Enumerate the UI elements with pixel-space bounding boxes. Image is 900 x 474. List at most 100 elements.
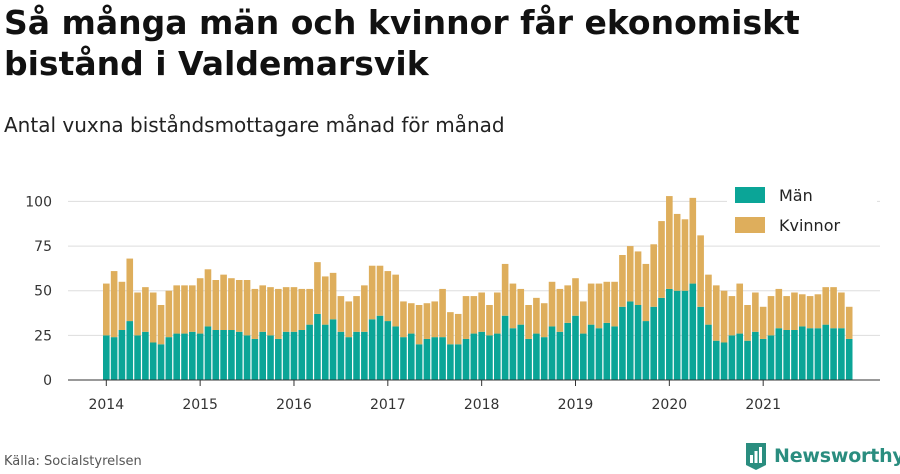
bars bbox=[103, 196, 853, 380]
bar-men bbox=[759, 338, 767, 380]
bar-men bbox=[415, 344, 423, 380]
bar-men bbox=[368, 319, 376, 380]
bar-men bbox=[634, 305, 642, 380]
bar-men bbox=[251, 338, 259, 380]
bar-men bbox=[407, 333, 415, 380]
bar-women bbox=[212, 280, 220, 330]
bar-women bbox=[525, 305, 532, 339]
bar-men bbox=[509, 328, 517, 380]
bar-women bbox=[838, 292, 845, 329]
bar-men bbox=[165, 337, 173, 380]
bar-women bbox=[321, 276, 329, 325]
bar-men bbox=[243, 335, 251, 380]
bar-women bbox=[353, 296, 360, 332]
bar-women bbox=[798, 294, 806, 327]
bar-men bbox=[290, 331, 298, 380]
bar-men bbox=[173, 333, 180, 380]
bar-men bbox=[306, 324, 313, 380]
bar-men bbox=[798, 326, 806, 380]
bar-men bbox=[275, 338, 282, 380]
bar-women bbox=[845, 306, 853, 339]
brand-logo[interactable]: Newsworthy bbox=[744, 440, 900, 472]
bar-women bbox=[243, 280, 251, 336]
bar-men bbox=[196, 333, 204, 380]
bar-men bbox=[517, 324, 525, 380]
y-tick-label: 0 bbox=[43, 373, 52, 389]
bar-women bbox=[697, 235, 704, 307]
bar-men bbox=[470, 333, 478, 380]
x-tick-label: 2018 bbox=[464, 397, 500, 413]
bar-men bbox=[564, 322, 571, 380]
bar-women bbox=[329, 272, 337, 320]
x-axis: 2014 2015 2016 2017 2018 2019 2020 2021 bbox=[68, 379, 880, 413]
bar-men bbox=[423, 338, 431, 380]
newsworthy-logo-icon bbox=[746, 443, 766, 470]
bar-men bbox=[376, 315, 384, 380]
bar-men bbox=[494, 333, 501, 380]
bar-men bbox=[431, 337, 439, 380]
bar-women bbox=[235, 280, 243, 332]
bar-women bbox=[337, 296, 345, 332]
chart-title: Så många män och kvinnor får ekonomiskt … bbox=[4, 3, 800, 83]
bar-women bbox=[548, 281, 556, 327]
bar-men bbox=[110, 337, 118, 380]
bar-men bbox=[705, 324, 712, 380]
bar-men bbox=[501, 315, 509, 380]
source-note: Källa: Socialstyrelsen bbox=[4, 454, 142, 469]
y-axis: 0 25 50 75 100 bbox=[25, 194, 52, 389]
bar-women bbox=[728, 296, 736, 336]
bar-men bbox=[619, 306, 626, 380]
bar-women bbox=[759, 306, 767, 339]
bar-men bbox=[642, 321, 650, 380]
bar-men bbox=[736, 333, 744, 380]
bar-men bbox=[282, 331, 290, 380]
legend-label-men: Män bbox=[779, 185, 813, 205]
bar-men bbox=[400, 337, 407, 380]
bar-women bbox=[298, 288, 306, 330]
bar-women bbox=[666, 196, 673, 289]
brand-name: Newsworthy bbox=[774, 445, 900, 467]
bar-men bbox=[845, 338, 853, 380]
bar-women bbox=[720, 290, 728, 343]
bar-men bbox=[681, 290, 689, 380]
bar-women bbox=[392, 274, 399, 327]
x-tick-label: 2019 bbox=[558, 397, 594, 413]
x-tick-label: 2015 bbox=[182, 397, 218, 413]
bar-men bbox=[149, 342, 157, 380]
bar-men bbox=[361, 331, 368, 380]
bar-men bbox=[587, 324, 595, 380]
bar-men bbox=[337, 331, 345, 380]
bar-men bbox=[189, 331, 196, 380]
bar-women bbox=[314, 262, 321, 314]
bar-men bbox=[525, 338, 532, 380]
bar-women bbox=[478, 292, 485, 332]
y-tick-label: 75 bbox=[34, 239, 52, 255]
bar-men bbox=[728, 335, 736, 380]
bar-women bbox=[142, 287, 149, 332]
bar-men bbox=[181, 333, 188, 380]
bar-men bbox=[814, 328, 822, 380]
bar-women bbox=[376, 265, 384, 316]
bar-women bbox=[587, 283, 595, 325]
x-tick-label: 2016 bbox=[276, 397, 312, 413]
bar-women bbox=[814, 294, 822, 329]
bar-men bbox=[830, 328, 837, 380]
bar-women bbox=[275, 288, 282, 339]
bar-men bbox=[220, 330, 227, 380]
bar-women bbox=[626, 246, 634, 302]
bar-women bbox=[775, 288, 783, 329]
bar-women bbox=[290, 287, 298, 332]
bar-women bbox=[673, 213, 681, 291]
y-tick-label: 100 bbox=[25, 194, 52, 210]
bar-women bbox=[830, 287, 837, 329]
bar-women bbox=[118, 281, 126, 330]
bar-women bbox=[126, 258, 134, 322]
bar-women bbox=[556, 288, 564, 332]
bar-women bbox=[384, 271, 392, 322]
bar-women bbox=[267, 287, 274, 336]
bar-men bbox=[775, 328, 783, 380]
bar-women bbox=[157, 305, 165, 345]
bar-women bbox=[822, 287, 830, 325]
bar-men bbox=[454, 344, 462, 380]
